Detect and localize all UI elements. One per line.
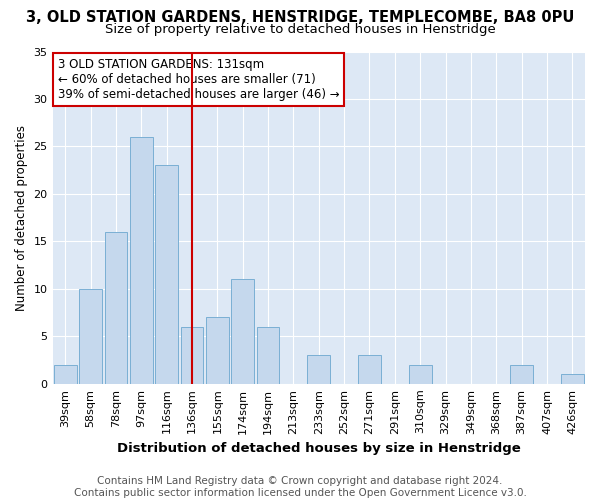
- Bar: [54, 365, 77, 384]
- Text: 3, OLD STATION GARDENS, HENSTRIDGE, TEMPLECOMBE, BA8 0PU: 3, OLD STATION GARDENS, HENSTRIDGE, TEMP…: [26, 10, 574, 25]
- Bar: [510, 365, 533, 384]
- Text: Contains HM Land Registry data © Crown copyright and database right 2024.
Contai: Contains HM Land Registry data © Crown c…: [74, 476, 526, 498]
- Text: Size of property relative to detached houses in Henstridge: Size of property relative to detached ho…: [104, 22, 496, 36]
- Y-axis label: Number of detached properties: Number of detached properties: [15, 124, 28, 310]
- Bar: [130, 137, 152, 384]
- Bar: [358, 356, 381, 384]
- Bar: [181, 327, 203, 384]
- Bar: [231, 280, 254, 384]
- Bar: [257, 327, 280, 384]
- Bar: [155, 166, 178, 384]
- Bar: [206, 318, 229, 384]
- Text: 3 OLD STATION GARDENS: 131sqm
← 60% of detached houses are smaller (71)
39% of s: 3 OLD STATION GARDENS: 131sqm ← 60% of d…: [58, 58, 340, 101]
- Bar: [307, 356, 330, 384]
- Bar: [104, 232, 127, 384]
- X-axis label: Distribution of detached houses by size in Henstridge: Distribution of detached houses by size …: [117, 442, 521, 455]
- Bar: [561, 374, 584, 384]
- Bar: [79, 289, 102, 384]
- Bar: [409, 365, 431, 384]
